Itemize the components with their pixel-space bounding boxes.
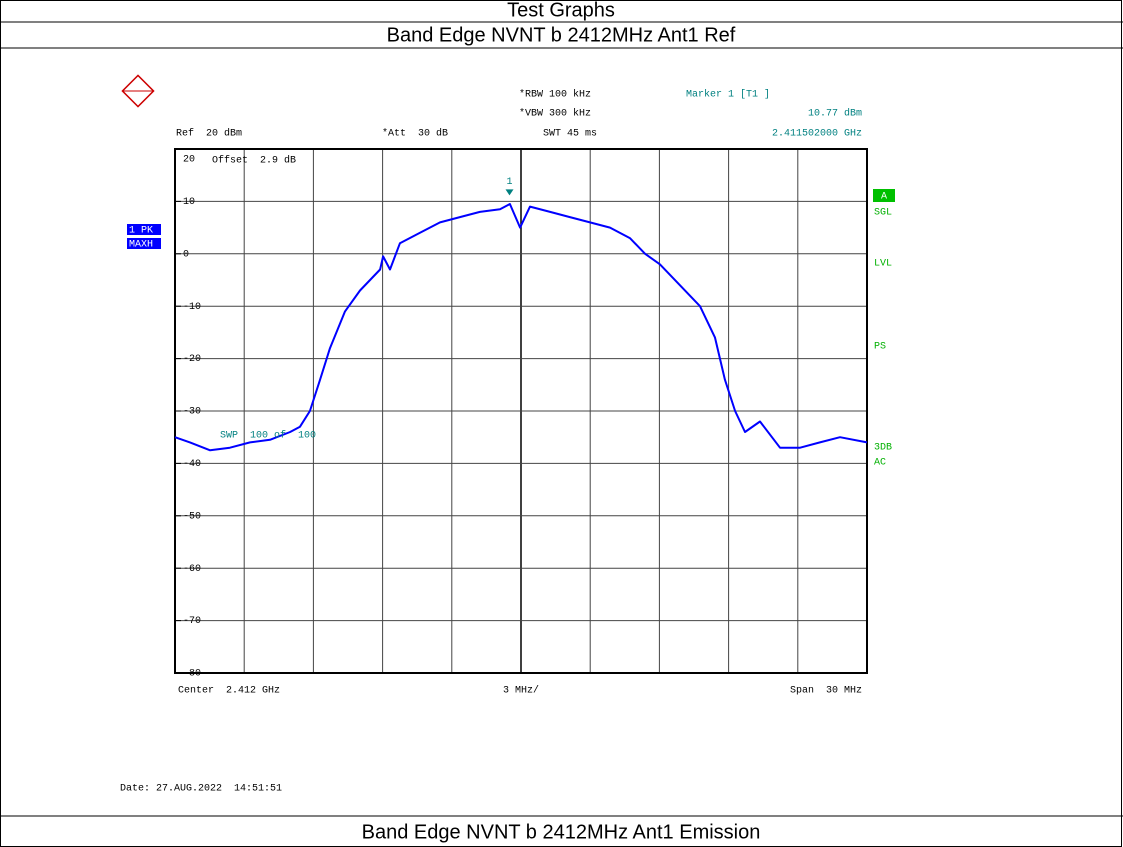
y-tick-label: -50: [183, 511, 201, 522]
annotation: 3DB: [874, 443, 892, 454]
annotation: SGL: [874, 208, 892, 219]
logo: [121, 74, 155, 108]
annotation: AC: [874, 458, 886, 469]
annotation: Span 30 MHz: [790, 686, 862, 697]
y-tick-label: 10: [183, 197, 195, 208]
y-tick-label: -20: [183, 354, 201, 365]
annotation: Date: 27.AUG.2022 14:51:51: [120, 784, 282, 795]
page-title: Test Graphs: [507, 0, 615, 21]
annotation: 10.77 dBm: [808, 108, 862, 120]
annotation: 1 PK: [129, 226, 153, 237]
annotation: *RBW 100 kHz: [519, 89, 591, 101]
y-tick-label: -70: [183, 616, 201, 627]
trace-box: [127, 224, 161, 235]
trace: [174, 203, 868, 452]
annotation: Offset 2.9 dB: [212, 155, 296, 167]
trace-box: [127, 238, 161, 249]
annotation: *Att 30 dB: [382, 128, 448, 140]
annotation: *VBW 300 kHz: [519, 108, 591, 120]
marker: [505, 189, 514, 196]
y-tick-label: -10: [183, 302, 201, 313]
chart-title: Band Edge NVNT b 2412MHz Ant1 Ref: [387, 24, 736, 46]
y-tick-label: -80: [183, 669, 201, 680]
annotation: LVL: [874, 259, 892, 270]
status-box: [873, 189, 895, 202]
annotation: Center 2.412 GHz: [178, 686, 280, 697]
annotation: SWT 45 ms: [543, 129, 597, 140]
y-tick-label: -60: [183, 564, 201, 575]
y-tick-label: -40: [183, 459, 201, 470]
annotation: 3 MHz/: [503, 685, 539, 697]
marker-label: 1: [507, 177, 513, 188]
y-tick-label: 0: [183, 249, 189, 260]
annotation: MAXH: [129, 240, 153, 251]
y-tick-label: 20: [183, 155, 195, 166]
annotation: 2.411502000 GHz: [772, 129, 862, 140]
annotation: PS: [874, 342, 886, 353]
annotation: Ref 20 dBm: [176, 128, 242, 140]
annotation: A: [881, 192, 887, 203]
y-tick-label: -30: [183, 407, 201, 418]
annotation: Marker 1 [T1 ]: [686, 89, 770, 101]
next-title: Band Edge NVNT b 2412MHz Ant1 Emission: [362, 821, 761, 843]
annotation: SWP 100 of 100: [220, 430, 316, 442]
plot-border: [174, 148, 868, 674]
